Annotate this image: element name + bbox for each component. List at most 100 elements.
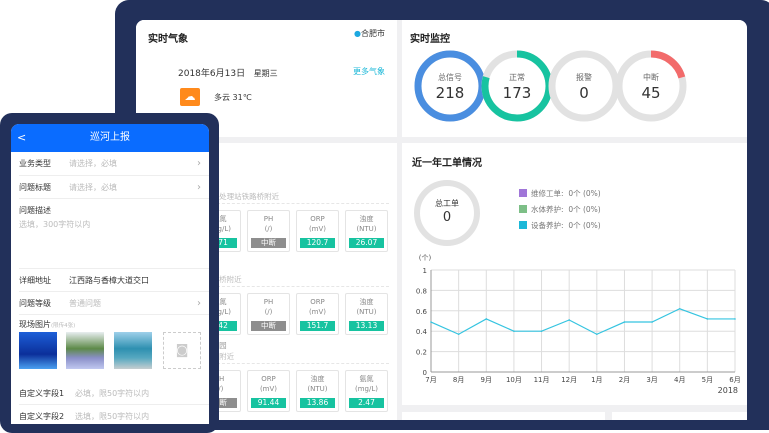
metric-value: 120.7 <box>300 238 335 248</box>
y-axis-unit: (个) <box>419 254 432 262</box>
phone-title: 巡河上报 <box>90 132 130 143</box>
city-selector[interactable]: ●合肥市 <box>354 28 385 39</box>
photo-thumbnail[interactable] <box>19 332 57 369</box>
monitor-ring-1[interactable]: 正常 173 <box>481 50 553 122</box>
weather-condition: 多云 31℃ <box>214 93 252 102</box>
x-tick-label: 5月 <box>702 376 713 384</box>
metric-value: 13.13 <box>349 321 384 331</box>
monitor-title: 实时监控 <box>410 34 450 45</box>
metric-value: 26.07 <box>349 238 384 248</box>
x-tick-label: 3月 <box>646 376 657 384</box>
metric-value: 2.47 <box>349 398 384 408</box>
more-weather-link[interactable]: 更多气象 <box>353 67 385 76</box>
data-point <box>457 333 460 336</box>
water-metric-tile[interactable]: 浊度 (NTU) 13.13 <box>345 293 388 335</box>
water-metric-tile[interactable]: ORP (mV) 120.7 <box>296 210 339 252</box>
y-tick-label: 0 <box>423 369 427 377</box>
x-tick-label: 2月 <box>619 376 630 384</box>
metric-value: 13.86 <box>300 398 335 408</box>
metric-value: ...71 <box>202 238 237 248</box>
water-metric-tile[interactable]: 浊度 (NTU) 13.86 <box>296 370 339 412</box>
dashboard-screen: 实时气象 ●合肥市 2018年6月13日 星期三 更多气象 ☁ 多云 31℃ 实… <box>136 20 747 420</box>
phone-screen: < 巡河上报 业务类型 请选择，必填 › 问题标题 请选择，必填 › 问题描述 选填，30… <box>11 124 209 424</box>
data-point <box>734 318 736 320</box>
ring-value: 173 <box>502 84 532 102</box>
data-point <box>678 307 681 310</box>
data-point <box>430 321 432 323</box>
back-icon[interactable]: < <box>17 131 27 144</box>
water-metric-tile[interactable]: PH (/) 中断 <box>247 293 290 335</box>
data-point <box>540 330 543 332</box>
total-label: 总工单 <box>435 199 459 208</box>
data-point <box>706 318 709 320</box>
x-tick-label: 4月 <box>674 376 685 384</box>
x-tick-label: 10月 <box>506 376 522 384</box>
x-tick-label: 9月 <box>481 376 492 384</box>
field-level[interactable]: 问题等级 普通问题 › <box>19 292 209 315</box>
field-custom-2[interactable]: 自定义字段2 选填，限50字符以内 <box>19 405 209 424</box>
weather-title: 实时气象 <box>148 34 188 45</box>
monitor-ring-0[interactable]: 总信号 218 <box>414 50 486 122</box>
station-name: ...园 <box>212 341 227 350</box>
ring-value: 218 <box>435 84 465 102</box>
photo-thumbnail[interactable] <box>66 332 104 369</box>
series-line <box>430 308 735 335</box>
monitor-card: 实时监控 总信号 218 正常 173 报警 0 中断 45 <box>402 20 747 137</box>
photo-thumbnail[interactable] <box>114 332 152 369</box>
metric-value: 151.7 <box>300 321 335 331</box>
ring-label: 中断 <box>643 73 659 82</box>
y-tick-label: 0.6 <box>416 308 428 316</box>
metric-value: 91.44 <box>251 398 286 408</box>
metric-value: 中断 <box>202 398 237 408</box>
weather-date: 2018年6月13日 星期三 <box>178 69 278 79</box>
data-point <box>596 333 598 336</box>
chevron-right-icon: › <box>197 182 201 193</box>
water-metric-tile[interactable]: PH (/) 中断 <box>247 210 290 252</box>
station-name: ...处理站铁路桥附近 <box>212 192 280 201</box>
ring-label: 正常 <box>509 73 525 82</box>
field-photos: 现场图片(限传4张) <box>19 320 76 329</box>
phone-header: < 巡河上报 <box>11 124 209 152</box>
total-ring <box>414 180 480 246</box>
water-metric-tile[interactable]: ORP (mV) 151.7 <box>296 293 339 335</box>
metric-value: 中断 <box>251 238 286 248</box>
field-address[interactable]: 详细地址 江西路与香樟大道交口 <box>19 269 209 292</box>
y-tick-label: 1 <box>423 267 427 275</box>
x-tick-label: 1月 <box>591 376 602 384</box>
x-tick-label: 7月 <box>425 376 436 384</box>
legend-item: 水体养护: 0个 (0%) <box>519 204 601 215</box>
city-name: 合肥市 <box>361 29 385 38</box>
year-label: 2018 <box>718 386 738 395</box>
data-point <box>485 318 488 320</box>
workorder-card: 近一年工单情况 总工单 0 维修工单: 0个 (0%) 水体养护: 0个 (0%)… <box>402 143 747 405</box>
x-tick-label: 11月 <box>534 376 550 384</box>
data-point <box>568 319 570 321</box>
partly-cloudy-icon: ☁ <box>180 88 200 106</box>
field-description[interactable]: 问题描述 选填，300字符以内 <box>19 199 209 269</box>
monitor-ring-3[interactable]: 中断 45 <box>615 50 687 122</box>
x-tick-label: 12月 <box>561 376 577 384</box>
location-pin-icon: ● <box>354 29 361 38</box>
x-tick-label: 8月 <box>453 376 464 384</box>
data-point <box>513 330 515 332</box>
legend-item: 维修工单: 0个 (0%) <box>519 188 601 199</box>
water-metric-tile[interactable]: 浊度 (NTU) 26.07 <box>345 210 388 252</box>
y-tick-label: 0.8 <box>416 287 427 295</box>
field-custom-1[interactable]: 自定义字段1 必填，限50字符以内 <box>19 382 209 405</box>
y-tick-label: 0.2 <box>416 349 427 357</box>
bottom-card-2 <box>612 412 747 420</box>
data-point <box>651 321 653 323</box>
total-value: 0 <box>442 210 452 225</box>
metric-value: 中断 <box>251 321 286 331</box>
water-metric-tile[interactable]: 氨氮 (mg/L) 2.47 <box>345 370 388 412</box>
legend-swatch <box>519 189 527 197</box>
add-photo-camera-icon[interactable]: ◙ <box>163 332 201 369</box>
field-business-type[interactable]: 业务类型 请选择，必填 › <box>19 152 209 176</box>
monitor-ring-2[interactable]: 报警 0 <box>548 50 620 122</box>
bottom-card-1 <box>402 412 605 420</box>
ring-value: 45 <box>641 84 661 102</box>
station-location: ...附近 <box>212 352 235 361</box>
x-tick-label: 6月 <box>729 376 740 384</box>
field-issue-title[interactable]: 问题标题 请选择，必填 › <box>19 176 209 199</box>
water-metric-tile[interactable]: ORP (mV) 91.44 <box>247 370 290 412</box>
